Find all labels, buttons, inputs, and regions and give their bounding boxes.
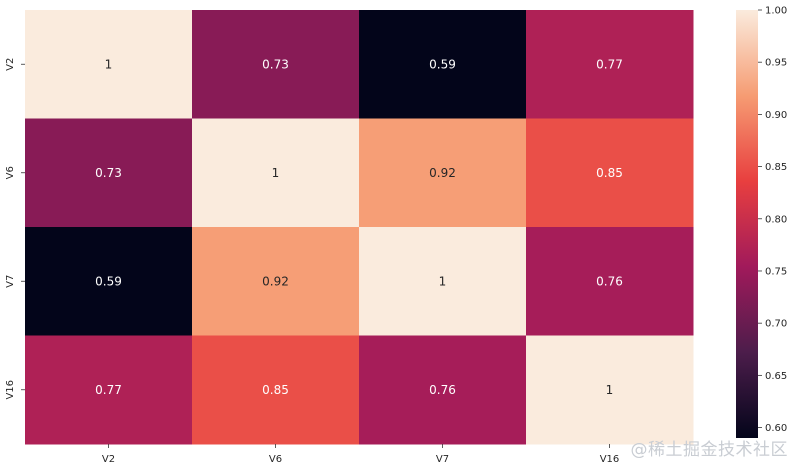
x-tick-label-v7: V7 (436, 454, 449, 465)
heatmap-cell-V2-V7 (359, 10, 527, 119)
watermark-text: @稀土掘金技术社区 (630, 440, 788, 460)
cell-value-label: 1 (439, 274, 447, 288)
heatmap-cell-V2-V6 (192, 10, 360, 119)
heatmap-cell-V2-V16 (526, 10, 694, 119)
heatmap-cells (25, 10, 694, 445)
cell-value-label: 0.73 (95, 166, 122, 180)
colorbar-tick-label: 1.00 (765, 6, 787, 17)
x-axis: V2 V6 V7 V16 (102, 444, 619, 465)
cell-value-label: 0.92 (429, 166, 456, 180)
x-tick-label-v6: V6 (269, 454, 282, 465)
cell-value-label: 1 (105, 57, 113, 71)
y-tick-label-v7: V7 (5, 275, 16, 288)
colorbar-tick-label: 0.65 (765, 371, 787, 382)
heatmap-cell-V7-V2 (25, 227, 193, 336)
heatmap-cell-labels: 1 0.73 0.59 0.77 0.73 1 0.92 0.85 0.59 0.92 1 0.76 0… (95, 57, 623, 397)
cell-value-label: 0.59 (429, 57, 456, 71)
cell-value-label: 0.73 (262, 57, 289, 71)
colorbar-gradient (736, 10, 758, 438)
heatmap-cell-V6-V16 (526, 118, 694, 228)
heatmap-cell-V7-V6 (192, 227, 360, 336)
y-axis: V2 V6 V7 V16 (5, 58, 25, 400)
x-tick-label-v16: V16 (600, 454, 620, 465)
heatmap-cell-V7-V16 (526, 227, 694, 336)
y-tick-label-v2: V2 (5, 58, 16, 71)
y-tick-label-v6: V6 (5, 166, 16, 179)
heatmap-cell-V16-V7 (359, 335, 527, 445)
colorbar-tick-label: 0.75 (765, 266, 787, 277)
y-tick-label-v16: V16 (5, 380, 16, 400)
colorbar-tick-label: 0.90 (765, 110, 787, 121)
cell-value-label: 0.59 (95, 274, 122, 288)
colorbar: 0.60 0.65 0.70 0.75 0.80 0.85 0.90 0.95 1.00 (736, 6, 787, 438)
heatmap-cell-V6-V6 (192, 118, 360, 228)
cell-value-label: 1 (606, 383, 614, 397)
colorbar-tick-label: 0.85 (765, 162, 787, 173)
colorbar-tick-label: 0.70 (765, 319, 787, 330)
heatmap-cell-V16-V16 (526, 335, 694, 445)
heatmap-cell-V6-V7 (359, 118, 527, 228)
cell-value-label: 0.92 (262, 274, 289, 288)
heatmap-cell-V2-V2 (25, 10, 193, 119)
cell-value-label: 0.77 (596, 57, 623, 71)
cell-value-label: 0.77 (95, 383, 122, 397)
heatmap-cell-V16-V2 (25, 335, 193, 445)
heatmap-cell-V16-V6 (192, 335, 360, 445)
colorbar-tick-label: 0.80 (765, 214, 787, 225)
cell-value-label: 0.85 (262, 383, 289, 397)
x-tick-label-v2: V2 (102, 454, 115, 465)
cell-value-label: 0.76 (429, 383, 456, 397)
cell-value-label: 0.76 (596, 274, 623, 288)
heatmap-cell-V7-V7 (359, 227, 527, 336)
cell-value-label: 1 (272, 166, 280, 180)
colorbar-tick-label: 0.60 (765, 423, 787, 434)
heatmap-cell-V6-V2 (25, 118, 193, 228)
colorbar-tick-label: 0.95 (765, 58, 787, 69)
cell-value-label: 0.85 (596, 166, 623, 180)
